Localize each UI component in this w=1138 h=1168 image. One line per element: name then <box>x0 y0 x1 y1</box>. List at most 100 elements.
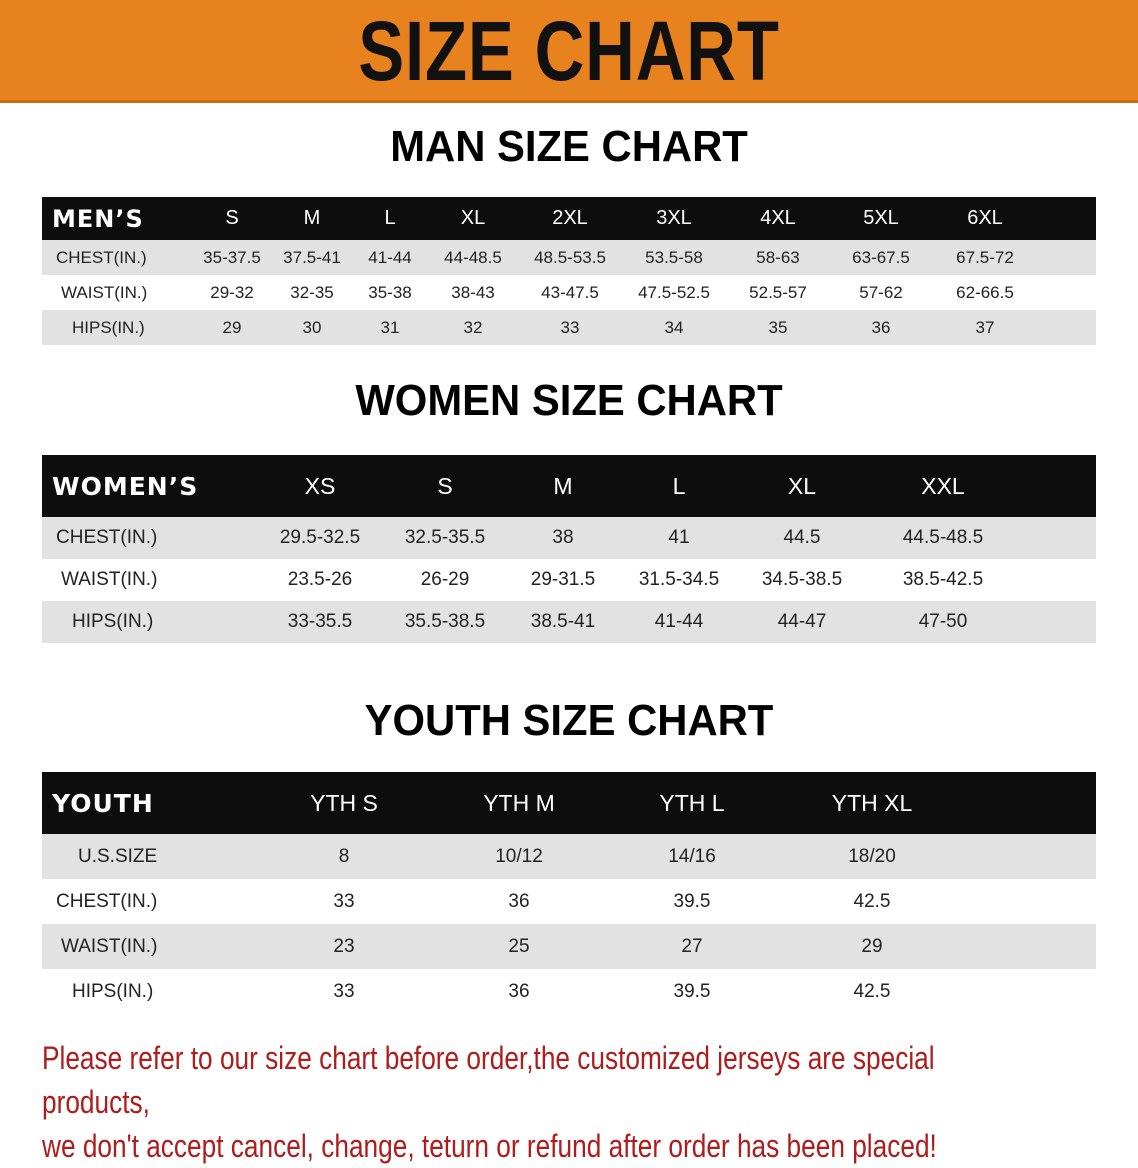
measurement-label: CHEST(IN.) <box>56 247 147 267</box>
size-column-header: S <box>437 472 453 499</box>
table-row: HIPS(IN.) 33-35.5 35.5-38.5 38.5-41 41-44 44-… <box>42 601 1096 643</box>
size-column-header: L <box>384 207 396 229</box>
measurement-value: 58-63 <box>756 247 800 267</box>
measurement-value: 63-67.5 <box>852 247 910 267</box>
measurement-value: 29-32 <box>210 282 254 302</box>
table-row: HIPS(IN.) 29 30 31 32 33 34 35 36 37 <box>42 310 1096 345</box>
table-header-label: MEN’S <box>52 204 144 233</box>
measurement-value: 47-50 <box>918 611 968 632</box>
size-column-header: XL <box>787 472 817 499</box>
size-column-header: 3XL <box>656 207 692 229</box>
order-notice: Please refer to our size chart before or… <box>42 1036 1026 1168</box>
measurement-value: 57-62 <box>859 282 903 302</box>
notice-line-1: Please refer to our size chart before or… <box>42 1040 935 1120</box>
measurement-value: 44.5-48.5 <box>902 527 984 548</box>
size-column-header: YTH L <box>659 789 725 816</box>
measurement-value: 27 <box>681 935 703 957</box>
measurement-value: 41 <box>668 527 690 548</box>
size-column-header: YTH M <box>483 789 555 816</box>
measurement-value: 36 <box>508 890 530 912</box>
measurement-value: 33 <box>333 980 355 1002</box>
measurement-value: 38.5-41 <box>530 611 596 632</box>
table-row: U.S.SIZE 8 10/12 14/16 18/20 <box>42 834 1096 879</box>
size-column-header: 4XL <box>760 207 796 229</box>
measurement-label: WAIST(IN.) <box>61 935 158 957</box>
table-row: CHEST(IN.) 35-37.5 37.5-41 41-44 44-48.5 48.5… <box>42 240 1096 275</box>
measurement-value: 44-47 <box>777 611 827 632</box>
size-column-header: M <box>553 472 573 499</box>
measurement-value: 44-48.5 <box>444 247 502 267</box>
table-row: CHEST(IN.) 33 36 39.5 42.5 <box>42 879 1096 924</box>
size-chart-banner: SIZE CHART <box>0 0 1138 103</box>
size-column-header: 5XL <box>863 207 899 229</box>
size-column-header: XS <box>304 472 336 499</box>
measurement-value: 41-44 <box>368 247 412 267</box>
measurement-value: 31 <box>380 317 400 337</box>
measurement-label: WAIST(IN.) <box>61 569 158 590</box>
size-column-header: XXL <box>921 472 965 499</box>
youth-section-title: YOUTH SIZE CHART <box>364 696 774 745</box>
measurement-value: 53.5-58 <box>645 247 703 267</box>
women-section-title: WOMEN SIZE CHART <box>355 376 783 425</box>
youth-header-row: YOUTH YTH S YTH M YTH L YTH XL <box>42 772 1096 834</box>
measurement-value: 29 <box>222 317 242 337</box>
measurement-value: 34 <box>664 317 684 337</box>
measurement-value: 14/16 <box>668 845 716 867</box>
measurement-value: 35-37.5 <box>203 247 261 267</box>
measurement-value: 23.5-26 <box>287 569 353 590</box>
measurement-value: 30 <box>302 317 322 337</box>
measurement-label: U.S.SIZE <box>78 845 158 867</box>
table-row: HIPS(IN.) 33 36 39.5 42.5 <box>42 969 1096 1014</box>
measurement-value: 39.5 <box>673 890 711 912</box>
men-section-title: MAN SIZE CHART <box>390 122 748 171</box>
banner-title: SIZE CHART <box>358 4 780 98</box>
table-row: WAIST(IN.) 29-32 32-35 35-38 38-43 43-47.5 47.… <box>42 275 1096 310</box>
measurement-value: 10/12 <box>495 845 543 867</box>
measurement-value: 36 <box>871 317 891 337</box>
table-header-label: WOMEN’S <box>52 471 199 501</box>
women-header-row: WOMEN’S XS S M L XL XXL <box>42 455 1096 517</box>
measurement-value: 32.5-35.5 <box>404 527 486 548</box>
size-column-header: XL <box>460 207 486 229</box>
measurement-value: 67.5-72 <box>956 247 1014 267</box>
measurement-value: 34.5-38.5 <box>761 569 843 590</box>
measurement-value: 35 <box>768 317 788 337</box>
youth-size-table: YOUTH YTH S YTH M YTH L YTH XL U.S.SIZE 8 10/12… <box>42 772 1096 1014</box>
measurement-label: HIPS(IN.) <box>72 980 154 1002</box>
size-column-header: L <box>672 472 686 499</box>
size-column-header: 2XL <box>552 207 588 229</box>
women-size-table: WOMEN’S XS S M L XL XXL CHEST(IN.) 29.5-32.5 32.5… <box>42 455 1096 643</box>
measurement-value: 36 <box>508 980 530 1002</box>
measurement-value: 37.5-41 <box>283 247 341 267</box>
measurement-value: 44.5 <box>783 527 821 548</box>
measurement-value: 26-29 <box>420 569 470 590</box>
table-row: WAIST(IN.) 23.5-26 26-29 29-31.5 31.5-34.5 34… <box>42 559 1096 601</box>
measurement-value: 41-44 <box>654 611 704 632</box>
measurement-label: HIPS(IN.) <box>72 317 145 337</box>
size-column-header: S <box>225 207 239 229</box>
measurement-value: 23 <box>333 935 355 957</box>
measurement-value: 35-38 <box>368 282 412 302</box>
measurement-value: 48.5-53.5 <box>534 247 606 267</box>
measurement-label: HIPS(IN.) <box>72 611 154 632</box>
measurement-value: 37 <box>975 317 995 337</box>
size-column-header: YTH XL <box>831 789 913 816</box>
men-size-table: MEN’S S M L XL 2XL 3XL 4XL 5XL 6XL CHEST(IN.) 35-37… <box>42 197 1096 345</box>
measurement-value: 29.5-32.5 <box>279 527 361 548</box>
measurement-value: 33-35.5 <box>287 611 353 632</box>
measurement-value: 18/20 <box>848 845 896 867</box>
measurement-value: 47.5-52.5 <box>638 282 710 302</box>
table-row: CHEST(IN.) 29.5-32.5 32.5-35.5 38 41 44.5 44.5… <box>42 517 1096 559</box>
measurement-value: 52.5-57 <box>749 282 807 302</box>
notice-line-2: we don't accept cancel, change, teturn o… <box>42 1128 937 1164</box>
measurement-label: CHEST(IN.) <box>56 527 158 548</box>
measurement-value: 62-66.5 <box>956 282 1014 302</box>
measurement-value: 39.5 <box>673 980 711 1002</box>
table-row: WAIST(IN.) 23 25 27 29 <box>42 924 1096 969</box>
table-header-label: YOUTH <box>52 788 154 818</box>
measurement-value: 32 <box>463 317 483 337</box>
size-column-header: YTH S <box>310 789 378 816</box>
measurement-value: 43-47.5 <box>541 282 599 302</box>
measurement-label: CHEST(IN.) <box>56 890 158 912</box>
measurement-value: 38.5-42.5 <box>902 569 984 590</box>
